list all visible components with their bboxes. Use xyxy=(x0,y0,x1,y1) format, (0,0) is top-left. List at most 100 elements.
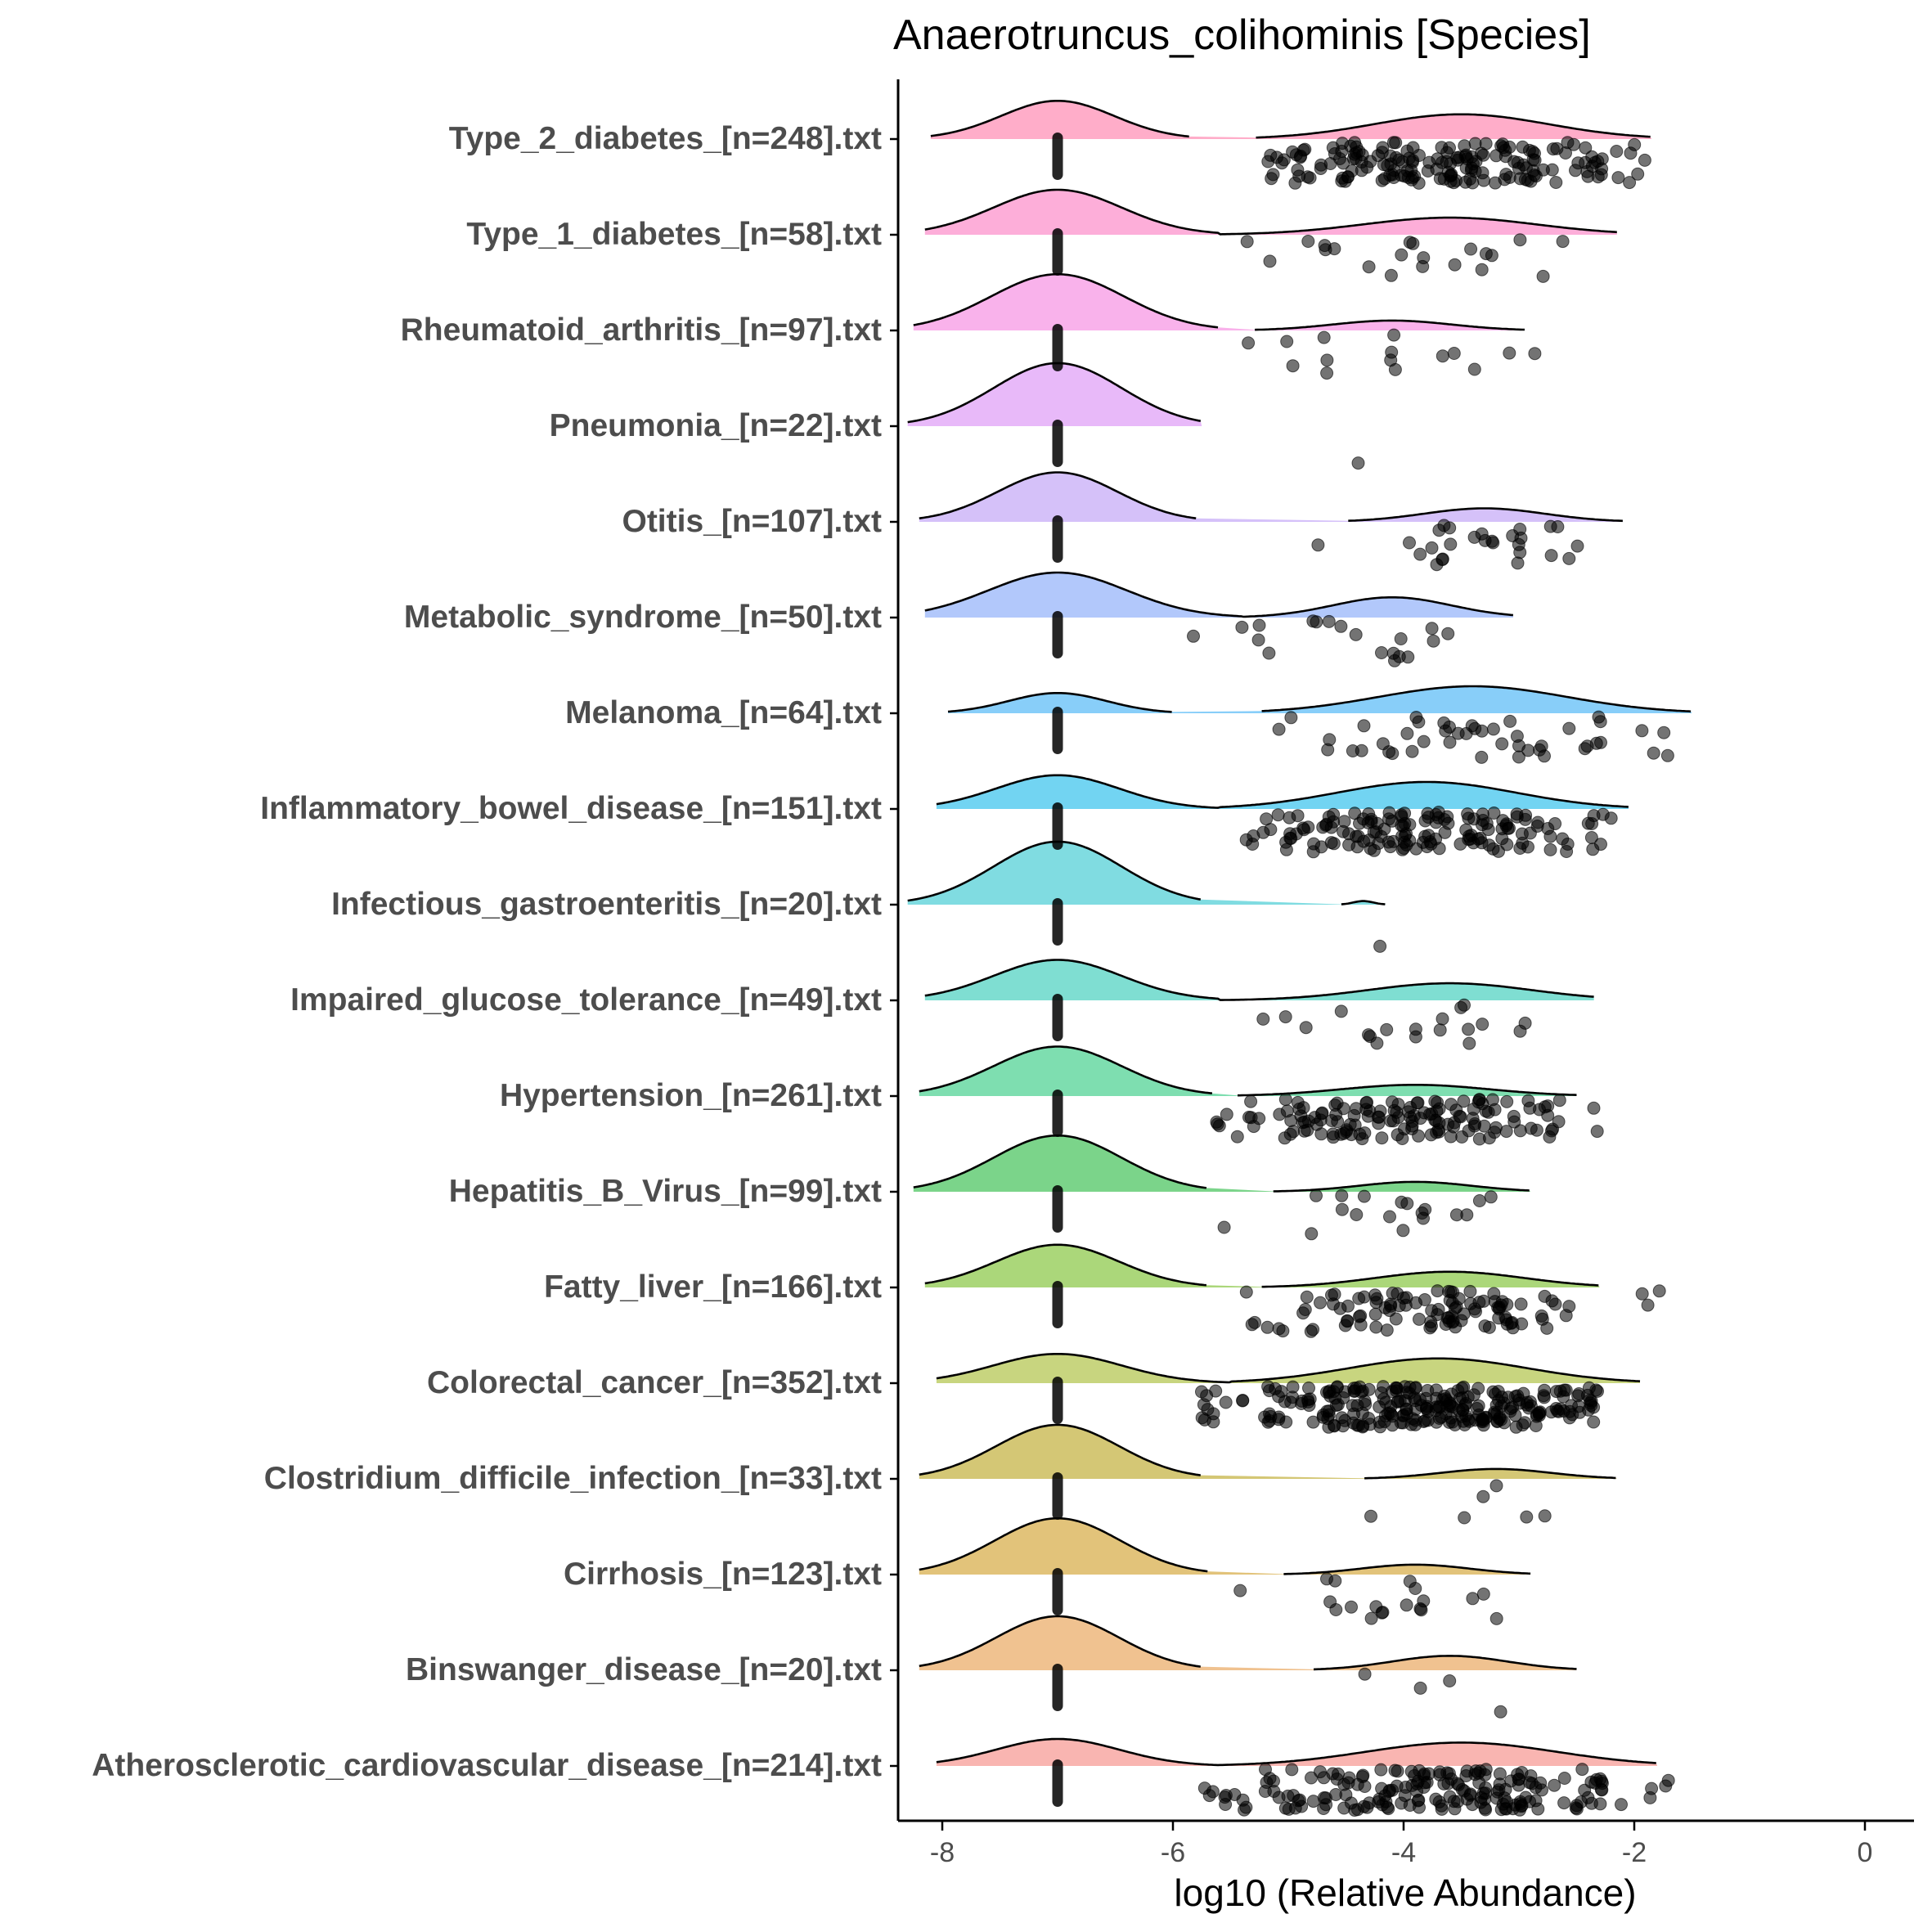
data-point xyxy=(1532,1407,1546,1421)
data-point xyxy=(1430,162,1444,176)
data-point xyxy=(1377,172,1391,186)
data-point xyxy=(1400,726,1414,740)
data-point xyxy=(1335,144,1349,158)
data-point xyxy=(1549,176,1563,189)
ridge-fill-clostridium-difficile-infection xyxy=(919,1425,1617,1479)
data-point xyxy=(1471,1382,1485,1395)
chart-title: Anaerotruncus_colihominis [Species] xyxy=(893,11,1591,59)
data-point xyxy=(1403,1575,1417,1588)
data-point xyxy=(1338,174,1352,188)
data-point xyxy=(1591,170,1605,184)
data-point xyxy=(1410,1096,1424,1110)
data-point xyxy=(1472,1296,1486,1310)
points-layer xyxy=(1187,136,1675,1817)
data-point xyxy=(1297,823,1311,837)
data-point xyxy=(1476,1018,1489,1031)
data-point xyxy=(1498,143,1512,157)
data-point xyxy=(1357,719,1371,733)
data-point xyxy=(1484,1190,1498,1204)
data-point xyxy=(1521,1094,1535,1108)
data-point xyxy=(1454,1314,1468,1328)
data-point xyxy=(1236,1793,1250,1807)
x-tick-label: 0 xyxy=(1858,1837,1873,1868)
data-point xyxy=(1624,146,1638,160)
data-point xyxy=(1340,1123,1354,1137)
data-point xyxy=(1358,1667,1372,1681)
data-point xyxy=(1386,1409,1400,1423)
data-point xyxy=(1500,1094,1514,1108)
y-label-otitis: Otitis_[n=107].txt xyxy=(622,504,882,539)
data-point xyxy=(1604,811,1618,825)
data-point xyxy=(1562,721,1576,735)
data-point xyxy=(1369,1600,1383,1614)
data-point xyxy=(1375,646,1388,659)
data-point xyxy=(1395,1132,1409,1145)
ridge-outline-inflammatory-bowel-disease xyxy=(936,774,1629,809)
ridge-fill-otitis xyxy=(919,472,1623,522)
data-point xyxy=(1235,620,1249,634)
data-point xyxy=(1476,166,1489,180)
data-point xyxy=(1320,1572,1333,1586)
data-point xyxy=(1370,1292,1384,1305)
data-point xyxy=(1635,1287,1649,1301)
data-point xyxy=(1412,1129,1426,1143)
data-point xyxy=(1460,1764,1474,1778)
data-point xyxy=(1548,1778,1561,1792)
data-point xyxy=(1350,1399,1364,1413)
data-point xyxy=(1300,1290,1314,1304)
data-point xyxy=(1314,162,1328,175)
data-point xyxy=(1322,614,1336,628)
data-point xyxy=(1520,1510,1534,1524)
data-point xyxy=(1458,1784,1471,1798)
data-point xyxy=(1499,1125,1513,1139)
data-point xyxy=(1492,1412,1506,1426)
data-point xyxy=(1355,164,1368,177)
data-point xyxy=(1368,843,1381,857)
data-point xyxy=(1457,1094,1471,1108)
data-point xyxy=(1507,1115,1521,1129)
ridge-fill-metabolic-syndrome xyxy=(924,573,1513,618)
data-point xyxy=(1278,1010,1292,1024)
data-point xyxy=(1528,347,1542,361)
y-label-inflammatory-bowel-disease: Inflammatory_bowel_disease_[n=151].txt xyxy=(260,791,882,826)
y-label-clostridium-difficile-infection: Clostridium_difficile_infection_[n=33].t… xyxy=(264,1461,882,1496)
data-point xyxy=(1457,1380,1471,1394)
data-point xyxy=(1513,546,1527,559)
data-point xyxy=(1367,825,1381,839)
data-point xyxy=(1570,539,1584,553)
data-point xyxy=(1417,1415,1431,1428)
ridge-outline-impaired-glucose-tolerance xyxy=(924,959,1594,1001)
data-point xyxy=(1321,743,1335,757)
x-tick-label: -2 xyxy=(1622,1837,1647,1868)
data-point xyxy=(1481,823,1495,837)
data-point xyxy=(1581,1790,1595,1804)
data-point xyxy=(1432,842,1446,856)
data-point xyxy=(1331,1380,1344,1394)
data-point xyxy=(1424,1315,1438,1329)
data-point xyxy=(1510,807,1524,821)
y-label-impaired-glucose-tolerance: Impaired_glucose_tolerance_[n=49].txt xyxy=(290,982,882,1018)
data-point xyxy=(1364,1509,1377,1523)
data-point xyxy=(1370,1036,1384,1050)
data-point xyxy=(1471,1095,1485,1109)
data-point xyxy=(1414,1399,1428,1413)
data-point xyxy=(1444,537,1458,551)
data-point xyxy=(1337,815,1351,829)
data-point xyxy=(1353,816,1366,830)
data-point xyxy=(1499,817,1513,831)
data-point xyxy=(1512,750,1525,764)
data-point xyxy=(1560,845,1574,858)
data-point xyxy=(1545,163,1559,177)
data-point xyxy=(1550,142,1564,155)
data-point xyxy=(1335,1202,1349,1216)
data-point xyxy=(1311,538,1325,552)
data-point xyxy=(1475,263,1489,276)
data-point xyxy=(1500,1297,1514,1311)
data-point xyxy=(1353,1127,1367,1141)
data-point xyxy=(1593,1797,1607,1811)
ridge-fill-colorectal-cancer xyxy=(936,1354,1640,1383)
data-point xyxy=(1317,1771,1331,1785)
ridge-fill-impaired-glucose-tolerance xyxy=(924,959,1594,1000)
data-point xyxy=(1443,735,1457,749)
data-point xyxy=(1529,1419,1543,1432)
